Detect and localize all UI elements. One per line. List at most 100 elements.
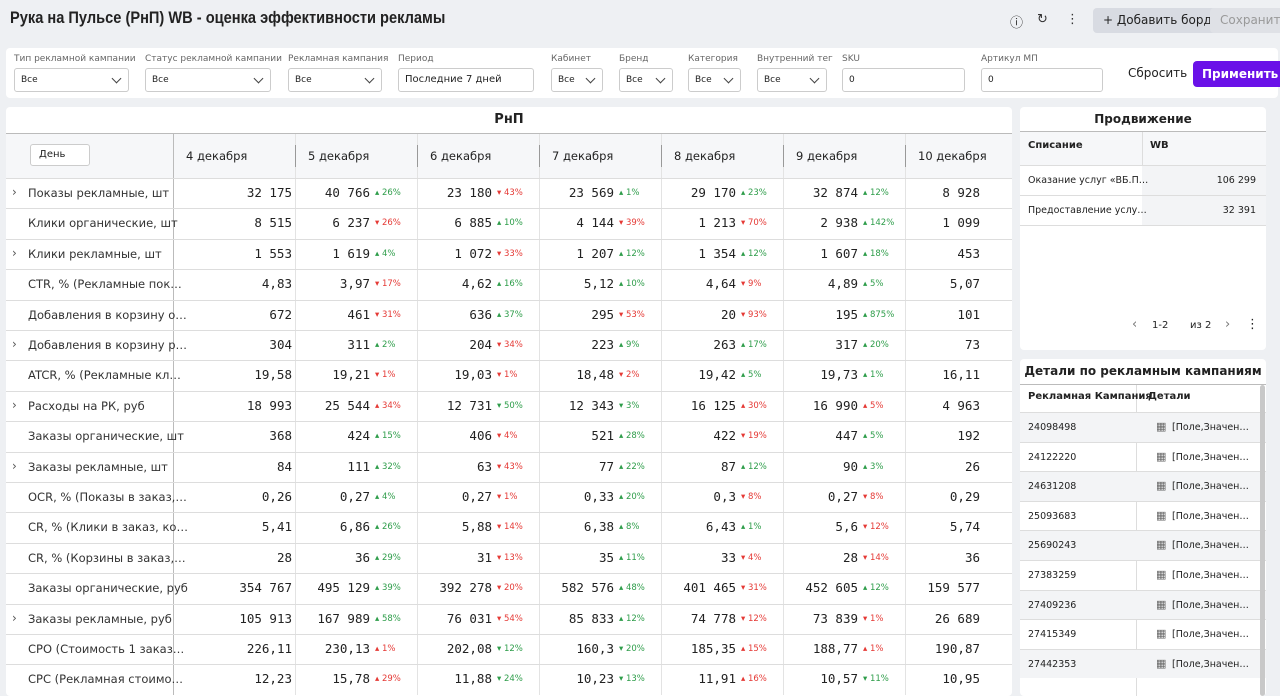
trend-arrow: ▾ (863, 552, 870, 563)
change: ▾ 39% (619, 218, 645, 228)
change-value: 1% (869, 613, 884, 624)
table-icon: ▦ (1156, 449, 1167, 463)
details-value[interactable]: [Поле,Значен… (1172, 629, 1249, 641)
details-value[interactable]: [Поле,Значен… (1172, 451, 1249, 463)
col-divider (905, 145, 906, 167)
change-value: 30% (747, 400, 767, 411)
hline (1020, 441, 1266, 443)
details-value[interactable]: [Поле,Значен… (1172, 599, 1249, 611)
change-value: 1% (503, 370, 518, 381)
trend-arrow: ▾ (741, 279, 748, 290)
change-value: 18% (869, 248, 889, 259)
change-value: 12% (503, 644, 523, 654)
change: ▾ 26% (375, 218, 401, 228)
add-board-button[interactable]: + Добавить борд (1093, 8, 1222, 33)
change: ▴ 10% (497, 218, 523, 228)
expand-icon[interactable]: › (12, 337, 17, 351)
info-icon[interactable]: ⓘ (1010, 16, 1024, 31)
column-header: 7 декабря (552, 149, 614, 163)
details-value[interactable]: [Поле,Значен… (1172, 481, 1249, 493)
campaign-id: 27383259 (1028, 570, 1077, 581)
filter-field: Категория Все (688, 54, 741, 92)
change-value: 8% (869, 492, 884, 502)
trend-arrow: ▾ (375, 218, 382, 229)
filter-input[interactable]: Все (145, 68, 271, 92)
rnp-table: РнП День 4 декабря 5 декабря 6 декабря 7 дека… (6, 107, 1012, 696)
col-divider (417, 134, 418, 695)
expand-icon[interactable]: › (12, 610, 17, 625)
change: ▾ 12% (863, 522, 889, 532)
filter-input[interactable]: Все (688, 68, 741, 92)
change-value: 10% (625, 279, 645, 290)
hline (1020, 530, 1266, 532)
details-value[interactable]: [Поле,Значен… (1172, 570, 1249, 581)
expand-icon[interactable]: › (12, 458, 17, 473)
prev-page[interactable]: ‹ (1132, 317, 1138, 332)
change: ▴ 29% (375, 553, 401, 563)
change-value: 8% (747, 492, 762, 502)
change-value: 4% (747, 552, 762, 563)
table-icon: ▦ (1156, 479, 1167, 493)
hline (6, 178, 1012, 179)
metric-value: 19,21 (332, 367, 370, 383)
expand-icon[interactable]: › (12, 397, 17, 412)
change: ▾ 20% (497, 583, 523, 593)
reset-button[interactable]: Сбросить (1128, 66, 1188, 80)
metric-value: 230,13 (324, 641, 370, 656)
change-value: 12% (625, 248, 645, 259)
row-label: CPO (Стоимость 1 заказ… (28, 642, 185, 656)
granularity-select[interactable]: День (30, 144, 90, 166)
col-divider (905, 134, 906, 695)
filter-input[interactable]: Последние 7 дней (398, 68, 534, 92)
trend-arrow: ▾ (497, 644, 504, 654)
campaign-id: 24631208 (1028, 481, 1077, 493)
page-range[interactable]: 1-2 (1152, 320, 1169, 331)
change-value: 43% (503, 461, 523, 472)
expand-icon[interactable]: › (12, 185, 17, 199)
metric-value: 3,97 (339, 276, 370, 292)
change: ▾ 1% (497, 492, 517, 502)
trend-arrow: ▴ (619, 279, 626, 290)
details-value[interactable]: [Поле,Значен… (1172, 510, 1249, 522)
trend-arrow: ▴ (619, 613, 626, 624)
change-value: 23% (747, 188, 767, 198)
details-value[interactable]: [Поле,Значен… (1172, 540, 1249, 552)
change: ▾ 20% (619, 644, 645, 654)
filter-input[interactable]: Все (551, 68, 603, 92)
filter-input[interactable]: Все (757, 68, 827, 92)
filter-input[interactable]: 0 (981, 68, 1103, 92)
save-button[interactable]: Сохранить (1210, 8, 1280, 33)
apply-button[interactable]: Применить (1193, 61, 1280, 87)
trend-arrow: ▴ (375, 644, 382, 654)
trend-arrow: ▾ (619, 309, 626, 320)
next-page[interactable]: › (1225, 317, 1231, 332)
trend-arrow: ▴ (863, 218, 870, 229)
change-value: 15% (381, 431, 401, 442)
metric-value: 368 (269, 428, 292, 444)
metric-value: 10,23 (576, 671, 614, 687)
change: ▾ 8% (863, 492, 883, 502)
metric-value: 74 778 (690, 610, 736, 626)
change: ▾ 31% (741, 583, 767, 593)
menu-icon[interactable]: ⋮ (1066, 12, 1079, 27)
change: ▴ 5% (741, 370, 761, 380)
promo-name: Предоставление услу… (1028, 205, 1147, 216)
details-value[interactable]: [Поле,Значен… (1172, 422, 1249, 433)
filter-input[interactable]: Все (288, 68, 382, 92)
metric-value: 36 (964, 549, 980, 565)
filter-input[interactable]: Все (14, 68, 129, 92)
filter-label: Статус рекламной кампании (145, 54, 282, 64)
change-value: 31% (381, 309, 401, 320)
details-value[interactable]: [Поле,Значен… (1172, 658, 1249, 670)
change-value: 39% (381, 583, 401, 594)
refresh-icon[interactable]: ↻ (1037, 12, 1048, 27)
more-icon[interactable]: ⋮ (1246, 317, 1259, 332)
metric-value: 73 (964, 337, 980, 352)
metric-value: 18 993 (246, 397, 292, 413)
change-value: 31% (747, 583, 767, 594)
metric-value: 12 343 (568, 397, 614, 413)
expand-icon[interactable]: › (12, 245, 17, 260)
change: ▾ 34% (497, 340, 523, 350)
filter-input[interactable]: Все (619, 68, 673, 92)
filter-input[interactable]: 0 (842, 68, 965, 92)
